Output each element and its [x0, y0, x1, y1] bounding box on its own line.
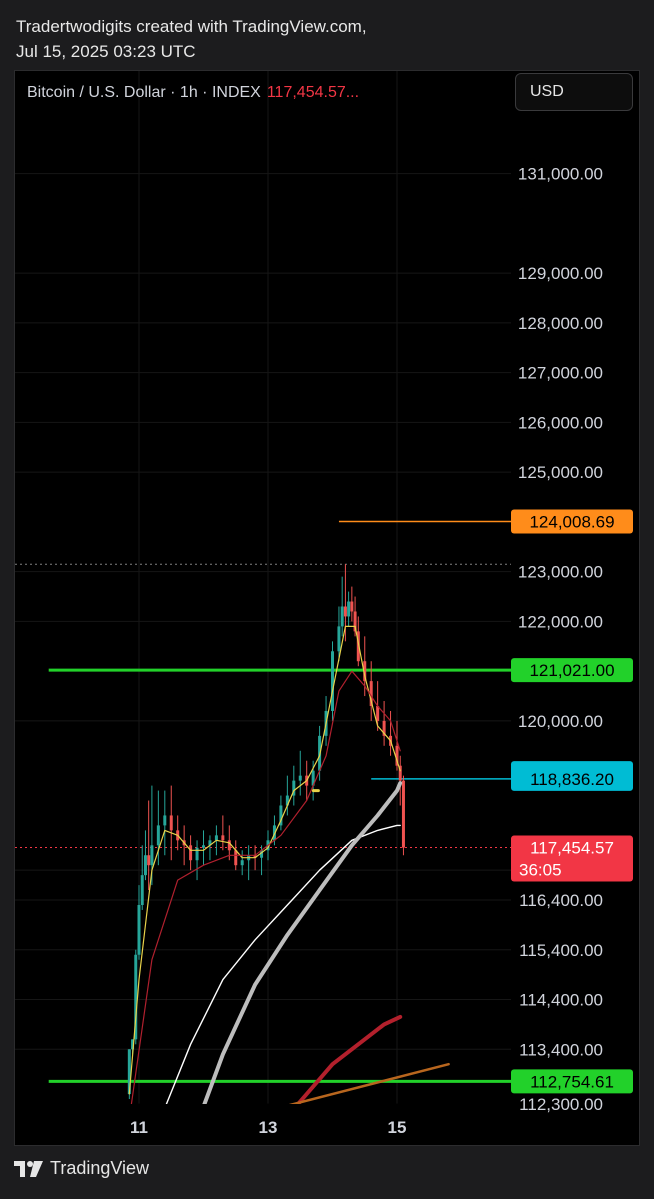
candle-body — [143, 855, 147, 876]
candle-body — [401, 780, 405, 848]
y-tick-label: 116,400.00 — [519, 891, 603, 910]
x-tick-label: 13 — [259, 1118, 278, 1137]
y-tick-label: 128,000.00 — [518, 314, 603, 333]
y-tick-label: 129,000.00 — [518, 264, 603, 283]
series-group — [92, 564, 450, 1119]
candle-body — [169, 815, 173, 831]
caption-date: Jul 15, 2025 03:23 UTC — [16, 42, 196, 61]
footer: TradingView — [14, 1158, 149, 1179]
candle-body — [127, 1049, 131, 1095]
y-tick-label: 126,000.00 — [518, 413, 603, 432]
candle-body — [189, 845, 193, 861]
moving-average-line-3 — [165, 824, 401, 1104]
candle-body — [92, 1109, 95, 1119]
candle-body — [331, 651, 334, 711]
y-tick-label: 114,400.00 — [519, 991, 603, 1010]
candle-body — [363, 661, 367, 682]
candle-body — [150, 845, 154, 866]
price-label-box — [511, 509, 633, 534]
last-price-legend: 117,454.57... — [266, 84, 360, 101]
candle-body — [260, 850, 264, 858]
price-label: 117,454.57 — [530, 839, 614, 858]
candle-body — [395, 745, 399, 766]
candle-body — [137, 905, 141, 955]
candle-body — [131, 1039, 135, 1050]
y-tick-label: 123,000.00 — [518, 563, 603, 582]
candle-body — [227, 840, 231, 851]
y-tick-label: 120,000.00 — [518, 712, 603, 731]
y-tick-label: 127,000.00 — [518, 364, 603, 383]
candle-body — [208, 840, 212, 846]
candle-body — [292, 780, 296, 796]
candle-body — [376, 706, 380, 721]
candle-body — [156, 825, 160, 846]
price-label: 118,836.20 — [530, 770, 614, 789]
candle-body — [279, 805, 283, 826]
price-label-box — [511, 766, 633, 791]
candle-body — [398, 765, 402, 781]
candle-body — [202, 845, 205, 848]
y-tick-label: 122,000.00 — [518, 612, 603, 631]
candle-body — [298, 775, 302, 781]
moving-average-line-4 — [202, 781, 403, 1104]
price-chart[interactable]: 131,000.00 129,000.00 128,000.00 127,000.00… — [15, 71, 640, 1146]
candle-body — [147, 855, 151, 866]
y-tick-label: 125,000.00 — [518, 463, 603, 482]
price-label: 121,021.00 — [529, 661, 614, 680]
currency-button[interactable]: USD — [515, 73, 633, 111]
price-label-box — [511, 658, 633, 683]
candle-body — [340, 606, 344, 627]
trend-line — [288, 1062, 450, 1104]
chart-panel[interactable]: 131,000.00 129,000.00 128,000.00 127,000.00… — [14, 70, 640, 1146]
candle-body — [356, 631, 360, 662]
candle-body — [350, 601, 354, 612]
candle-body — [285, 795, 289, 806]
candle-body — [311, 770, 315, 786]
y-tick-label: 131,000.00 — [518, 165, 603, 184]
candle-body — [195, 847, 199, 861]
footer-brand: TradingView — [50, 1158, 150, 1178]
candle-body — [369, 681, 373, 706]
symbol-legend[interactable]: Bitcoin / U.S. Dollar · 1h · INDEX 117,45… — [27, 84, 359, 102]
candle-body — [337, 626, 341, 652]
symbol-label: Bitcoin / U.S. Dollar · 1h · INDEX — [27, 84, 261, 101]
caption-author: Tradertwodigits created with TradingView… — [16, 17, 367, 36]
candle-body — [234, 850, 238, 866]
tradingview-logo-icon — [14, 1160, 43, 1177]
y-tick-label: 113,400.00 — [519, 1040, 603, 1059]
moving-average-line-5 — [295, 1014, 403, 1104]
candle-body — [221, 835, 225, 841]
price-label-box — [511, 1069, 633, 1094]
candle-body — [134, 954, 138, 1040]
caption: Tradertwodigits created with TradingView… — [16, 14, 367, 64]
price-label-box — [511, 835, 633, 882]
candle-body — [382, 720, 386, 736]
moving-average-line-1 — [128, 625, 401, 1095]
candle-body — [347, 601, 351, 617]
y-tick-label: 112,300.00 — [519, 1095, 603, 1114]
y-tick-label: 115,400.00 — [519, 941, 603, 960]
candle-body — [140, 875, 144, 905]
candle-body — [353, 611, 357, 632]
price-label: 112,754.61 — [530, 1072, 614, 1091]
candle-body — [253, 855, 257, 858]
candle-body — [163, 815, 167, 826]
candle-body — [343, 606, 347, 617]
x-tick-label: 11 — [130, 1118, 148, 1137]
candle-body — [240, 860, 244, 866]
ma-marker — [311, 789, 320, 793]
moving-average-line-2 — [130, 670, 401, 1104]
x-tick-label: 15 — [388, 1118, 407, 1137]
countdown-label: 36:05 — [519, 861, 562, 880]
candle-body — [214, 835, 218, 841]
price-label: 124,008.69 — [529, 512, 614, 531]
